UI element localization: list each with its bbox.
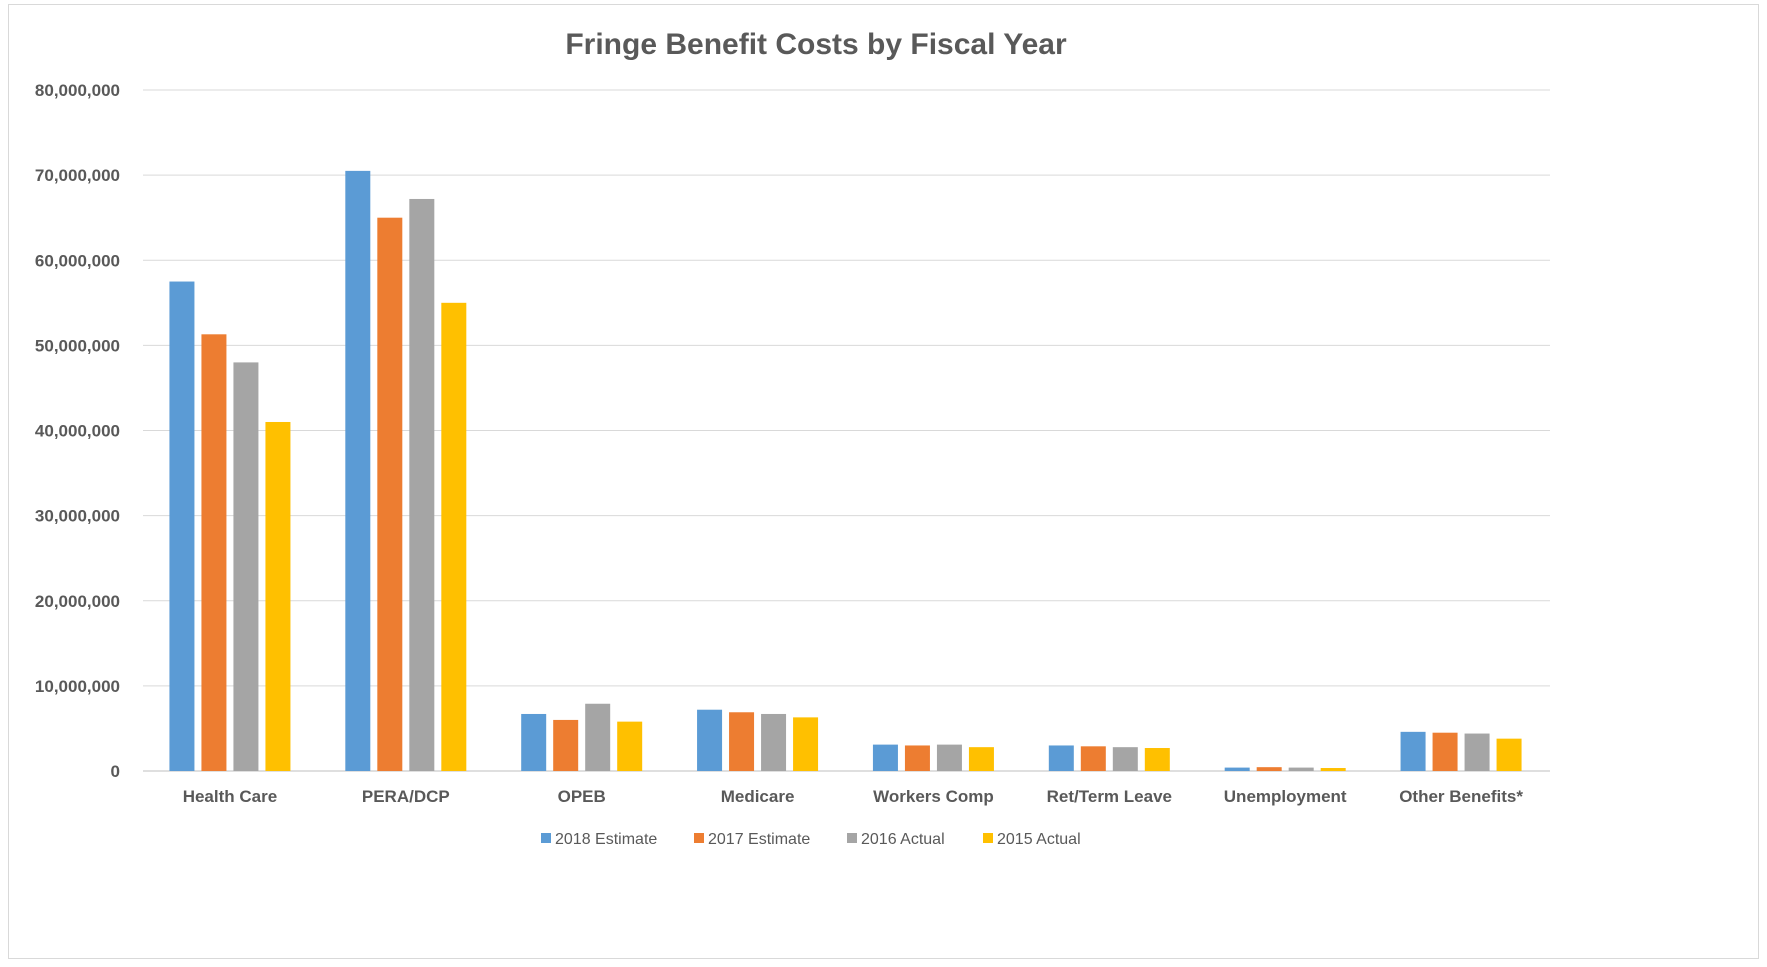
- bar: [968, 747, 994, 771]
- x-category-label: Medicare: [721, 787, 795, 806]
- bar: [201, 334, 227, 771]
- bar: [1432, 732, 1458, 771]
- x-category-label: Other Benefits*: [1399, 787, 1523, 806]
- legend-label: 2018 Estimate: [555, 831, 657, 848]
- y-tick-label: 60,000,000: [35, 251, 120, 270]
- bar: [872, 744, 898, 771]
- bar: [377, 217, 403, 771]
- bar: [617, 721, 643, 771]
- bar: [409, 198, 435, 771]
- bar: [1112, 747, 1138, 771]
- bar: [1144, 748, 1170, 771]
- bar: [585, 703, 611, 771]
- bar: [1256, 767, 1282, 771]
- y-tick-label: 50,000,000: [35, 336, 120, 355]
- legend-swatch: [847, 833, 857, 843]
- y-tick-label: 30,000,000: [35, 507, 120, 526]
- bar: [345, 170, 371, 771]
- bar: [233, 362, 259, 771]
- chart-frame: [8, 4, 1759, 959]
- bar: [169, 281, 195, 771]
- bar: [521, 713, 547, 771]
- bar: [441, 302, 467, 771]
- bar: [1288, 767, 1314, 771]
- y-tick-label: 40,000,000: [35, 422, 120, 441]
- bar: [1496, 738, 1522, 771]
- bar: [936, 744, 962, 771]
- bar: [1048, 745, 1074, 771]
- bar: [1320, 768, 1346, 771]
- chart-title: Fringe Benefit Costs by Fiscal Year: [565, 28, 1067, 61]
- bar: [1400, 731, 1426, 771]
- legend: 2018 Estimate 2017 Estimate 2016 Actual 201…: [541, 831, 1081, 848]
- bar: [761, 713, 787, 771]
- legend-swatch: [541, 833, 551, 843]
- x-category-label: OPEB: [558, 787, 606, 806]
- bar: [265, 421, 291, 771]
- x-category-label: PERA/DCP: [362, 787, 450, 806]
- bar: [904, 745, 930, 771]
- bar: [697, 709, 723, 771]
- x-category-label: Unemployment: [1224, 787, 1347, 806]
- bars: [169, 170, 1522, 771]
- y-tick-label: 20,000,000: [35, 592, 120, 611]
- x-category-label: Workers Comp: [873, 787, 994, 806]
- y-tick-label: 80,000,000: [35, 81, 120, 100]
- bar: [1464, 733, 1490, 771]
- y-tick-label: 70,000,000: [35, 166, 120, 185]
- x-category-label: Health Care: [183, 787, 277, 806]
- legend-label: 2016 Actual: [861, 831, 945, 848]
- legend-label: 2015 Actual: [997, 831, 1081, 848]
- y-axis-ticks: 0 10,000,000 20,000,000 30,000,000 40,000,00…: [35, 81, 120, 781]
- legend-swatch: [983, 833, 993, 843]
- bar: [729, 712, 755, 771]
- bar: [1080, 746, 1106, 771]
- bar: [553, 719, 579, 771]
- bar: [1224, 767, 1250, 771]
- legend-label: 2017 Estimate: [708, 831, 810, 848]
- bar: [793, 717, 819, 771]
- y-tick-label: 10,000,000: [35, 677, 120, 696]
- x-axis-categories: Health Care PERA/DCP OPEB Medicare Workers C…: [183, 787, 1524, 806]
- x-category-label: Ret/Term Leave: [1047, 787, 1172, 806]
- legend-swatch: [694, 833, 704, 843]
- y-tick-label: 0: [111, 762, 120, 781]
